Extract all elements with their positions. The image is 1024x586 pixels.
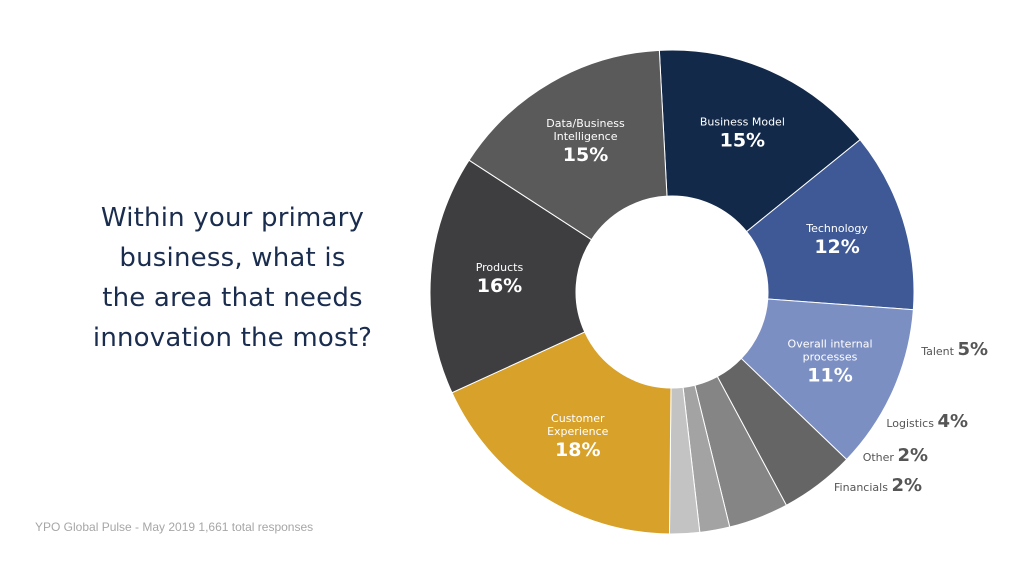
slice-value-customer-experience: 18%	[555, 439, 600, 461]
slice-value-logistics: 4%	[937, 411, 968, 432]
slice-value-overall-internal-processes: 11%	[807, 364, 852, 386]
slice-technology	[745, 139, 915, 311]
question-line-1: Within your primary	[100, 203, 365, 233]
slice-business-model	[658, 49, 861, 233]
slice-value-talent: 5%	[957, 339, 988, 360]
slice-value-technology: 12%	[814, 236, 859, 258]
slice-label-data-business-intelligence-line-2: Intelligence	[553, 130, 617, 143]
slice-label-data-business-intelligence-line-1: Data/Business	[546, 117, 625, 130]
source-note: YPO Global Pulse - May 2019 1,661 total …	[35, 520, 314, 534]
slice-value-other: 2%	[897, 445, 928, 466]
slice-label-business-model-line-1: Business Model	[700, 115, 785, 128]
slice-value-business-model: 15%	[720, 129, 765, 151]
slice-products	[429, 159, 593, 394]
question-line-4: innovation the most?	[92, 323, 373, 353]
donut-slices	[429, 49, 915, 535]
slice-label-customer-experience-line-1: Customer	[551, 412, 605, 425]
slice-label-talent: Talent 5%	[920, 339, 988, 360]
slice-label-financials: Financials 2%	[834, 475, 922, 496]
slice-value-financials: 2%	[891, 475, 922, 496]
question-line-3: the area that needs	[102, 283, 363, 313]
slice-label-overall-internal-processes-line-2: processes	[803, 350, 858, 363]
slice-customer-experience	[451, 331, 672, 535]
slice-value-products: 16%	[477, 275, 522, 297]
slice-label-technology-line-1: Technology	[805, 222, 868, 235]
slice-label-logistics: Logistics 4%	[886, 411, 968, 432]
slice-label-customer-experience-line-2: Experience	[547, 425, 609, 438]
slice-data-business-intelligence	[468, 49, 668, 241]
slice-value-data-business-intelligence: 15%	[563, 144, 608, 166]
question-line-2: business, what is	[119, 243, 346, 273]
slice-label-other: Other 2%	[863, 445, 928, 466]
slice-label-overall-internal-processes-line-1: Overall internal	[788, 337, 873, 350]
slice-label-products-line-1: Products	[476, 261, 524, 274]
question-title: Within your primary business, what is th…	[40, 198, 425, 358]
